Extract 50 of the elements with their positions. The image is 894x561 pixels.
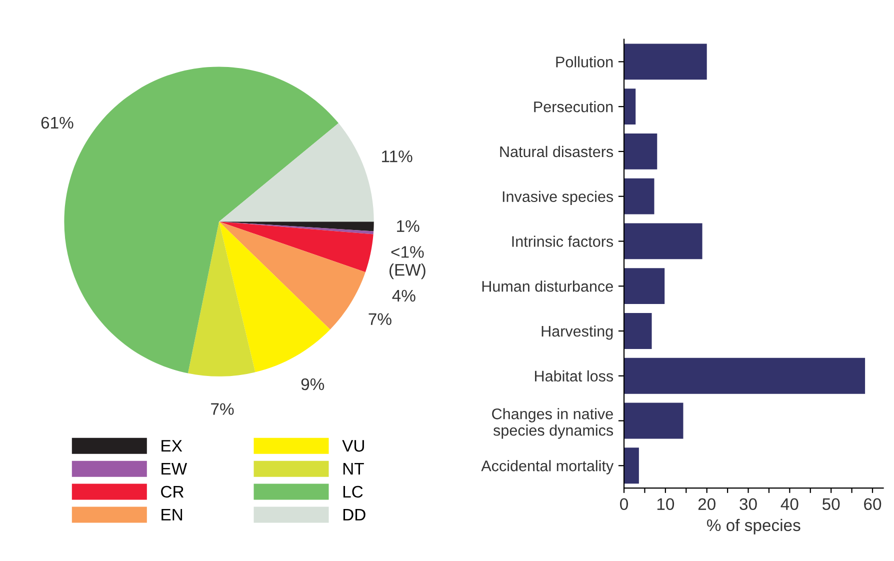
x-axis-title: % of species bbox=[706, 518, 800, 534]
y-tick-label: Pollution bbox=[556, 56, 613, 68]
bar bbox=[624, 88, 636, 125]
data-label: 7% bbox=[368, 313, 392, 325]
data-label: 9% bbox=[301, 378, 324, 390]
y-tick-label: Harvesting bbox=[542, 325, 613, 340]
pie-slice bbox=[219, 222, 374, 272]
x-tick-label: 50 bbox=[822, 498, 840, 510]
legend-label: CR bbox=[161, 486, 184, 498]
bar bbox=[624, 448, 639, 484]
bar bbox=[624, 134, 658, 170]
x-tick-label: 60 bbox=[864, 498, 882, 510]
data-label: 7% bbox=[211, 403, 234, 415]
y-tick-label: Intrinsic factors bbox=[512, 236, 614, 247]
x-tick-label: 0 bbox=[620, 498, 628, 510]
x-tick-label: 30 bbox=[740, 498, 757, 510]
legend-label: EX bbox=[162, 440, 182, 452]
bar bbox=[624, 44, 707, 80]
data-label: 1% bbox=[397, 220, 420, 232]
x-tick-label: 20 bbox=[698, 498, 716, 510]
bar bbox=[624, 402, 684, 439]
pie-slice bbox=[219, 222, 374, 232]
legend-label: DD bbox=[343, 508, 366, 520]
data-label: 4% bbox=[392, 290, 416, 302]
pie-slice bbox=[188, 222, 256, 376]
data-label: 11% bbox=[382, 150, 412, 162]
legend-label: VU bbox=[342, 440, 364, 452]
pie-slice bbox=[219, 222, 330, 372]
y-tick-label: Human disturbance bbox=[482, 280, 613, 292]
x-tick-label: 40 bbox=[780, 498, 798, 510]
pie-slice bbox=[219, 123, 374, 222]
data-label: 61% bbox=[41, 116, 74, 129]
bar bbox=[624, 223, 702, 260]
bar bbox=[624, 178, 654, 214]
legend-label: NT bbox=[343, 463, 364, 475]
legend-label: EW bbox=[162, 463, 188, 475]
y-tick-label: Natural disasters bbox=[500, 146, 614, 158]
y-tick-label: Habitat loss bbox=[535, 370, 614, 382]
bar bbox=[624, 313, 652, 349]
x-tick-label: 10 bbox=[657, 498, 674, 510]
legend-label: EN bbox=[162, 508, 182, 520]
y-tick-label: Invasive species bbox=[502, 190, 614, 206]
y-tick-label: Changes in native species dynamics bbox=[492, 408, 614, 439]
bar bbox=[624, 268, 665, 304]
y-tick-label: Accidental mortality bbox=[481, 460, 614, 474]
data-label: <1% (EW) bbox=[390, 246, 426, 280]
y-tick-label: Persecution bbox=[534, 101, 613, 112]
legend-label: LC bbox=[343, 486, 363, 498]
pie-slice bbox=[219, 222, 366, 330]
bar bbox=[624, 358, 866, 394]
